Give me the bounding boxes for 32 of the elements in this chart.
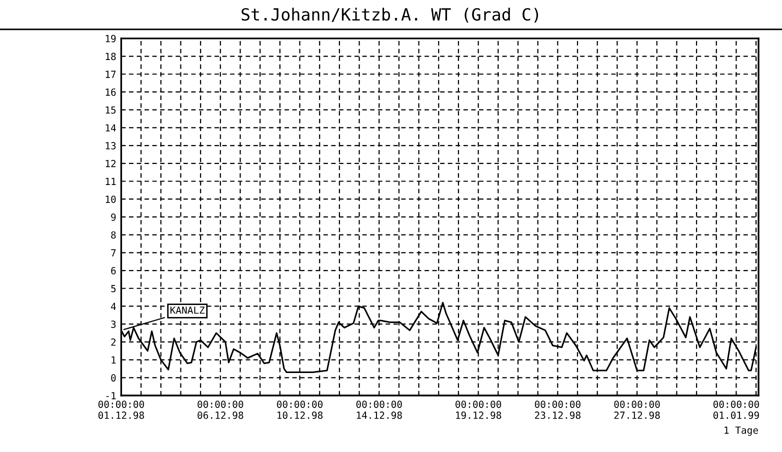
y-tick-label: 2 <box>111 338 116 346</box>
y-tick-label: 5 <box>111 285 116 292</box>
y-tick-label: 17 <box>106 70 116 78</box>
x-tick-label: 00:00:00 14.12.98 <box>356 400 402 419</box>
x-tick-label: 00:00:00 10.12.98 <box>276 400 323 419</box>
y-tick-label: 16 <box>106 88 116 96</box>
y-tick-label: 14 <box>106 124 116 132</box>
y-tick-label: 10 <box>106 196 116 203</box>
y-tick-label: 13 <box>106 142 116 150</box>
chart-title: St.Johann/Kitzb.A. WT (Grad C) <box>242 8 538 23</box>
y-tick-label: 0 <box>111 374 116 382</box>
x-tick-label: 00:00:00 23.12.98 <box>534 400 580 419</box>
x-tick-label: 00:00:00 01.12.98 <box>98 400 144 419</box>
y-tick-label: 12 <box>106 160 116 168</box>
y-tick-label: 7 <box>111 249 116 256</box>
y-tick-label: 6 <box>111 267 116 274</box>
annotation: KANALZ <box>170 306 205 314</box>
y-tick-label: 4 <box>110 302 116 310</box>
y-tick-label: 15 <box>106 106 116 114</box>
y-tick-label: -1 <box>106 392 116 400</box>
x-tick-label: 00:00:00 06.12.98 <box>198 400 244 419</box>
y-tick-label: 18 <box>106 52 116 60</box>
x-tick-label: 00:00:00 01.01.99 <box>713 400 760 419</box>
y-tick-label: 11 <box>106 178 116 185</box>
y-tick-label: 8 <box>111 231 116 239</box>
y-tick-label: 1 <box>112 356 116 364</box>
y-tick-label: 9 <box>111 213 116 221</box>
y-tick-label: 3 <box>111 320 116 328</box>
x-axis-title: 1 Tage <box>724 426 758 436</box>
y-tick-label: 19 <box>106 34 116 42</box>
x-tick-label: 00:00:00 27.12.98 <box>614 400 660 419</box>
x-tick-label: 00:00:00 19.12.98 <box>456 400 502 419</box>
